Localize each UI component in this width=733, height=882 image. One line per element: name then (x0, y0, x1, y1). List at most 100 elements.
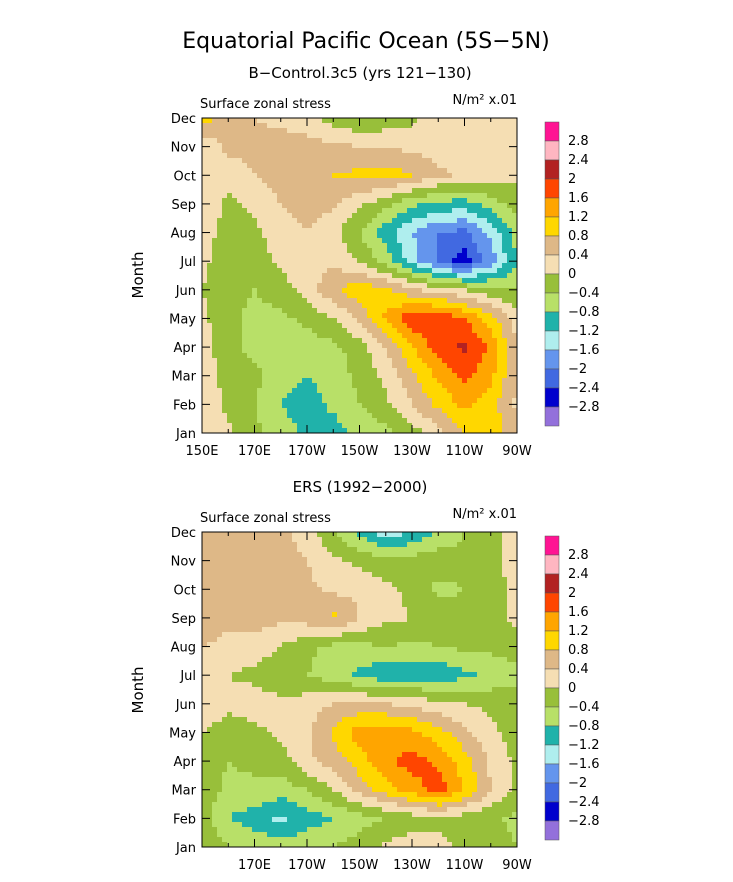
contour-cell (367, 293, 373, 299)
contour-cell (362, 128, 368, 134)
contour-cell (442, 133, 448, 139)
contour-cell (467, 273, 473, 279)
contour-cell (312, 278, 318, 284)
contour-cell (362, 313, 368, 319)
contour-cell (467, 198, 473, 204)
contour-cell (412, 213, 418, 219)
contour-cell (507, 383, 513, 389)
contour-cell (457, 348, 463, 354)
contour-cell (242, 158, 248, 164)
contour-cell (282, 373, 288, 379)
contour-cell (477, 373, 483, 379)
contour-cell (287, 572, 293, 578)
contour-cell (297, 243, 303, 249)
contour-cell (327, 188, 333, 194)
contour-cell (412, 348, 418, 354)
contour-cell (272, 348, 278, 354)
contour-cell (362, 323, 368, 329)
contour-cell (232, 138, 238, 144)
contour-cell (302, 248, 308, 254)
contour-cell (447, 552, 453, 558)
contour-cell (417, 572, 423, 578)
contour-cell (387, 198, 393, 204)
contour-cell (247, 163, 253, 169)
contour-cell (427, 203, 433, 209)
contour-cell (457, 308, 463, 314)
contour-cell (277, 213, 283, 219)
contour-cell (477, 562, 483, 568)
contour-cell (277, 178, 283, 184)
contour-cell (412, 228, 418, 234)
contour-cell (347, 208, 353, 214)
contour-cell (387, 587, 393, 593)
contour-cell (242, 373, 248, 379)
contour-cell (382, 193, 388, 199)
contour-cell (487, 213, 493, 219)
contour-cell (507, 268, 513, 274)
contour-cell (227, 163, 233, 169)
contour-cell (347, 288, 353, 294)
contour-cell (217, 273, 223, 279)
contour-cell (227, 368, 233, 374)
contour-cell (222, 423, 228, 429)
contour-cell (202, 198, 208, 204)
contour-cell (307, 298, 313, 304)
contour-cell (297, 308, 303, 314)
contour-cell (417, 223, 423, 229)
contour-cell (342, 193, 348, 199)
contour-cell (382, 278, 388, 284)
contour-cell (272, 418, 278, 424)
contour-cell (332, 243, 338, 249)
contour-cell (362, 532, 368, 538)
contour-cell (497, 273, 503, 279)
contour-cell (307, 428, 313, 434)
contour-cell (477, 138, 483, 144)
contour-cell (237, 308, 243, 314)
contour-cell (487, 283, 493, 289)
contour-cell (422, 288, 428, 294)
contour-cell (227, 393, 233, 399)
contour-cell (322, 253, 328, 259)
contour-cell (362, 148, 368, 154)
contour-cell (372, 338, 378, 344)
contour-cell (227, 213, 233, 219)
contour-cell (347, 153, 353, 159)
contour-cell (452, 577, 458, 583)
contour-cell (302, 353, 308, 359)
contour-cell (382, 532, 388, 538)
contour-cell (222, 343, 228, 349)
contour-cell (372, 388, 378, 394)
contour-cell (242, 208, 248, 214)
contour-cell (397, 338, 403, 344)
contour-cell (497, 547, 503, 553)
contour-cell (307, 158, 313, 164)
contour-cell (287, 228, 293, 234)
contour-cell (257, 537, 263, 543)
contour-cell (507, 278, 513, 284)
contour-cell (212, 542, 218, 548)
contour-cell (472, 373, 478, 379)
contour-cell (242, 243, 248, 249)
contour-cell (492, 562, 498, 568)
contour-cell (312, 323, 318, 329)
contour-cell (262, 567, 268, 573)
contour-cell (502, 138, 508, 144)
y-tick-label: May (169, 312, 196, 327)
contour-cell (252, 178, 258, 184)
contour-cell (367, 557, 373, 563)
contour-cell (272, 572, 278, 578)
contour-cell (322, 348, 328, 354)
contour-cell (372, 268, 378, 274)
contour-cell (217, 223, 223, 229)
contour-cell (312, 602, 318, 608)
contour-cell (477, 597, 483, 603)
contour-cell (442, 223, 448, 229)
contour-cell (352, 592, 358, 598)
contour-cell (237, 403, 243, 409)
contour-cell (227, 123, 233, 129)
contour-cell (432, 253, 438, 259)
contour-cell (437, 542, 443, 548)
contour-cell (442, 278, 448, 284)
contour-cell (422, 218, 428, 224)
contour-cell (377, 198, 383, 204)
